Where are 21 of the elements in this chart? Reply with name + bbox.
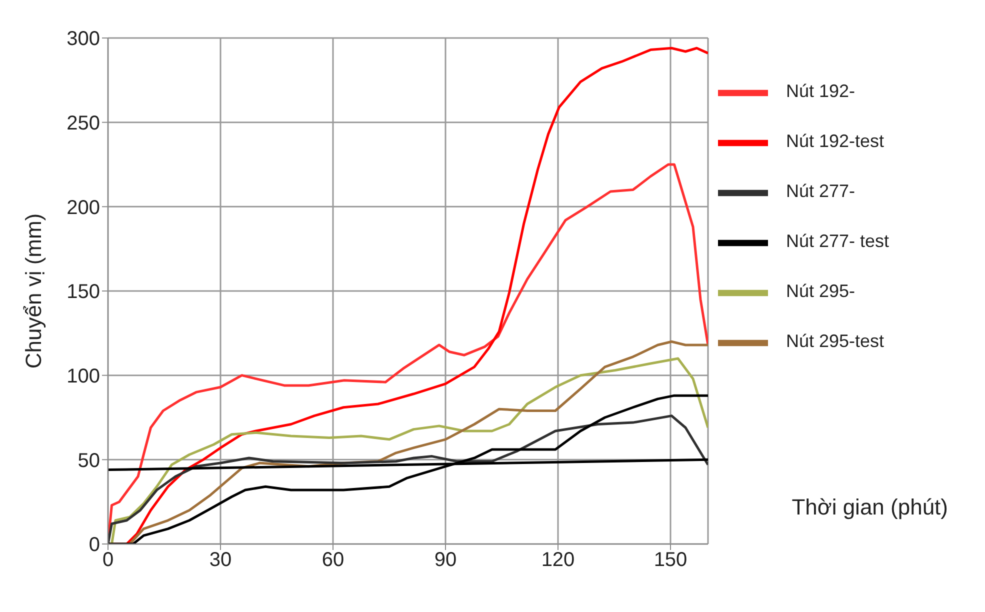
x-tick-label: 60 — [322, 549, 344, 572]
y-tick-label: 0 — [88, 534, 100, 556]
y-tick-label: 150 — [66, 281, 100, 304]
legend-label: Nút 192-test — [786, 131, 884, 152]
y-tick-label: 100 — [66, 365, 100, 388]
legend-label: Nút 277- test — [786, 231, 890, 252]
y-tick-label: 300 — [66, 28, 100, 50]
legend-label: Nút 295- — [786, 281, 856, 302]
y-tick-label: 250 — [66, 112, 100, 134]
x-tick-label: 0 — [102, 549, 114, 572]
x-tick-label: 150 — [654, 549, 688, 572]
x-tick-label: 30 — [209, 549, 232, 572]
legend-label: Nút 277- — [786, 181, 856, 202]
y-tick-label: 200 — [66, 196, 100, 219]
y-axis-title: Chuyển vị (mm) — [20, 213, 46, 369]
x-axis-title: Thời gian (phút) — [792, 494, 948, 520]
x-tick-label: 120 — [541, 549, 575, 572]
y-tick-label: 50 — [78, 450, 100, 472]
legend-label: Nút 192- — [786, 81, 856, 102]
x-tick-label: 90 — [434, 549, 457, 572]
legend-label: Nút 295-test — [786, 331, 884, 352]
